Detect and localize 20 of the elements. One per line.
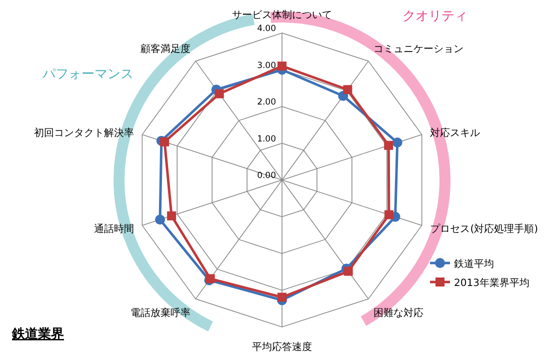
legend-label: 鉄道平均	[454, 258, 494, 270]
y-tick-label: 3.00	[257, 60, 276, 71]
y-tick-label: 0.00	[257, 171, 276, 181]
y-tick-label: 4.00	[257, 24, 276, 34]
spoke-label: 顧客満足度	[140, 42, 190, 55]
spoke-label: 平均応答速度	[252, 340, 312, 353]
text: クオリティ	[402, 9, 468, 24]
spoke-label: 通話時間	[94, 223, 134, 236]
text: パフォーマンス	[42, 67, 134, 82]
spoke-label: 初回コンタクト解決率	[34, 126, 134, 139]
spoke-label: プロセス(対応処理手順)	[430, 223, 538, 236]
spoke-label: 困難な対応	[374, 307, 424, 320]
y-tick-label: 2.00	[257, 98, 276, 108]
legend-label: 2013年業界平均	[454, 277, 530, 289]
spoke-label: サービス体制について	[232, 9, 332, 22]
spoke-label: 対応スキル	[430, 126, 480, 139]
spoke-label: 電話放棄呼率	[130, 307, 190, 320]
spoke-label: コミュニケーション	[374, 44, 464, 55]
text: 鉄道業界	[11, 327, 64, 342]
y-tick-label: 1.00	[257, 134, 276, 144]
